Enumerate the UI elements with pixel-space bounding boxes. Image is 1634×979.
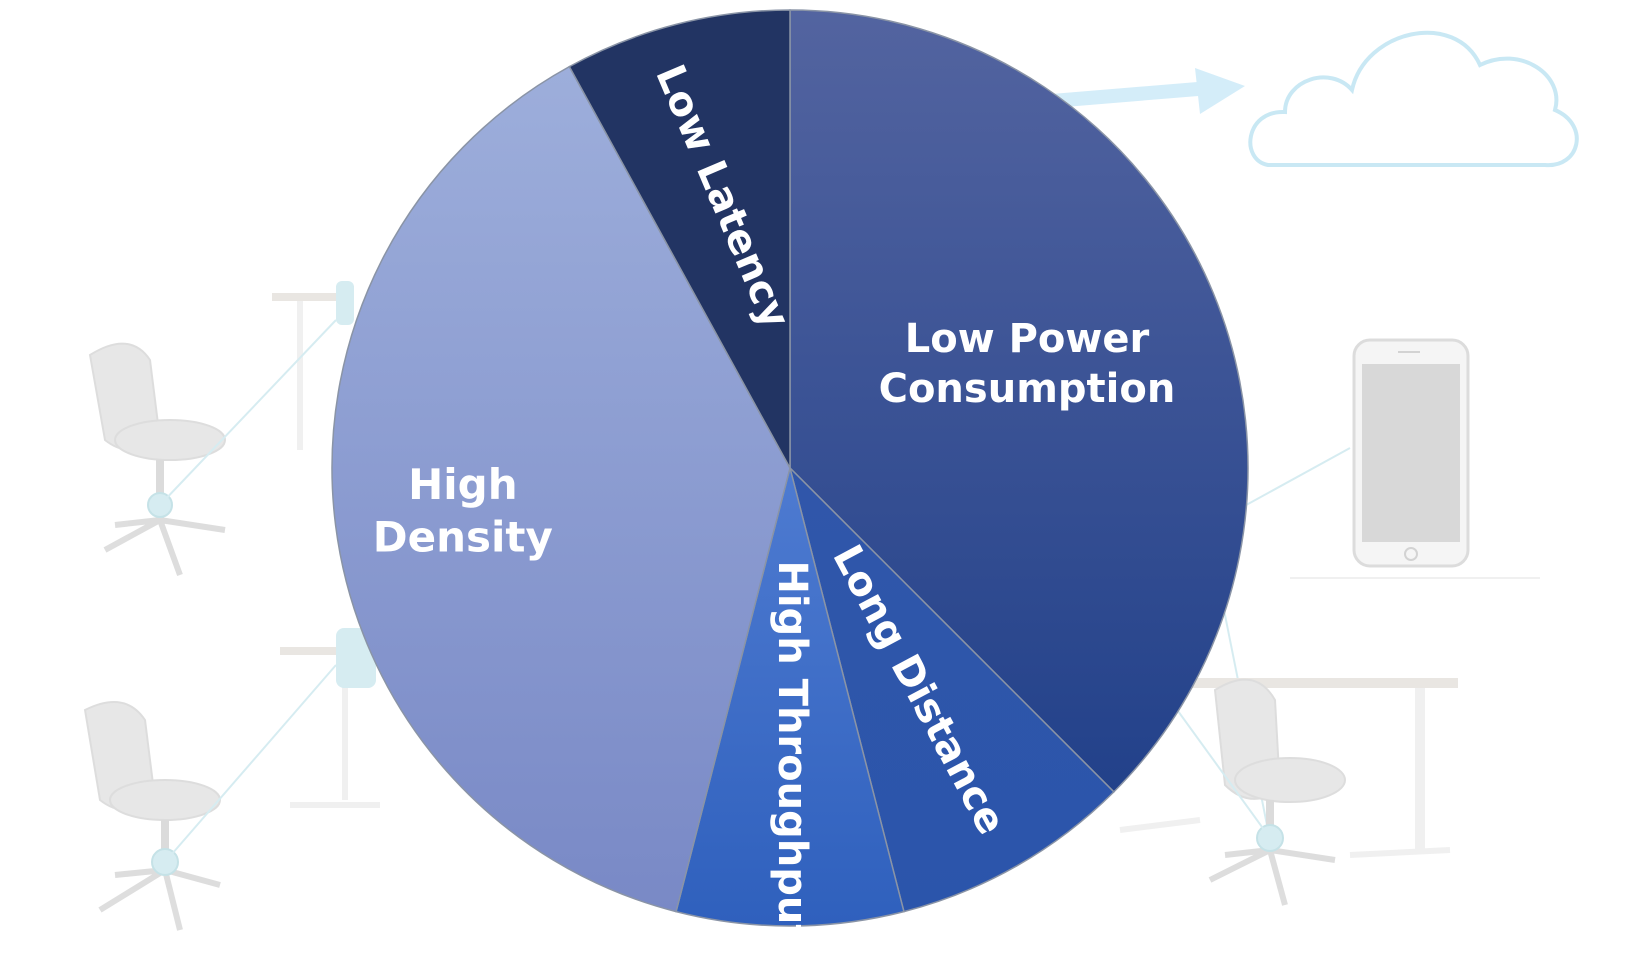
pie-slice-low-latency: [568, 9, 791, 469]
pie-slice-low-power-consumption: [789, 9, 1249, 793]
pie-slices: [331, 9, 1249, 927]
standing-desk-icon: [1119, 678, 1458, 858]
office-chair-icon: [88, 342, 226, 577]
smartphone-icon: [1352, 338, 1470, 568]
office-chair-icon: [83, 701, 221, 931]
pie-slice-high-throughput: [675, 467, 905, 927]
cloud-icon: [1248, 30, 1579, 168]
slice-label-low-power-consumption: Low Power Consumption: [879, 316, 1176, 412]
slice-label-high-density: High Density: [373, 460, 553, 562]
pie-slice-long-distance: [788, 465, 1115, 913]
pie-slice-high-density: [331, 65, 791, 913]
slice-label-high-throughput: High Throughput: [769, 560, 815, 943]
office-chair-icon: [1208, 678, 1346, 906]
arrow-icon: [1039, 68, 1245, 114]
